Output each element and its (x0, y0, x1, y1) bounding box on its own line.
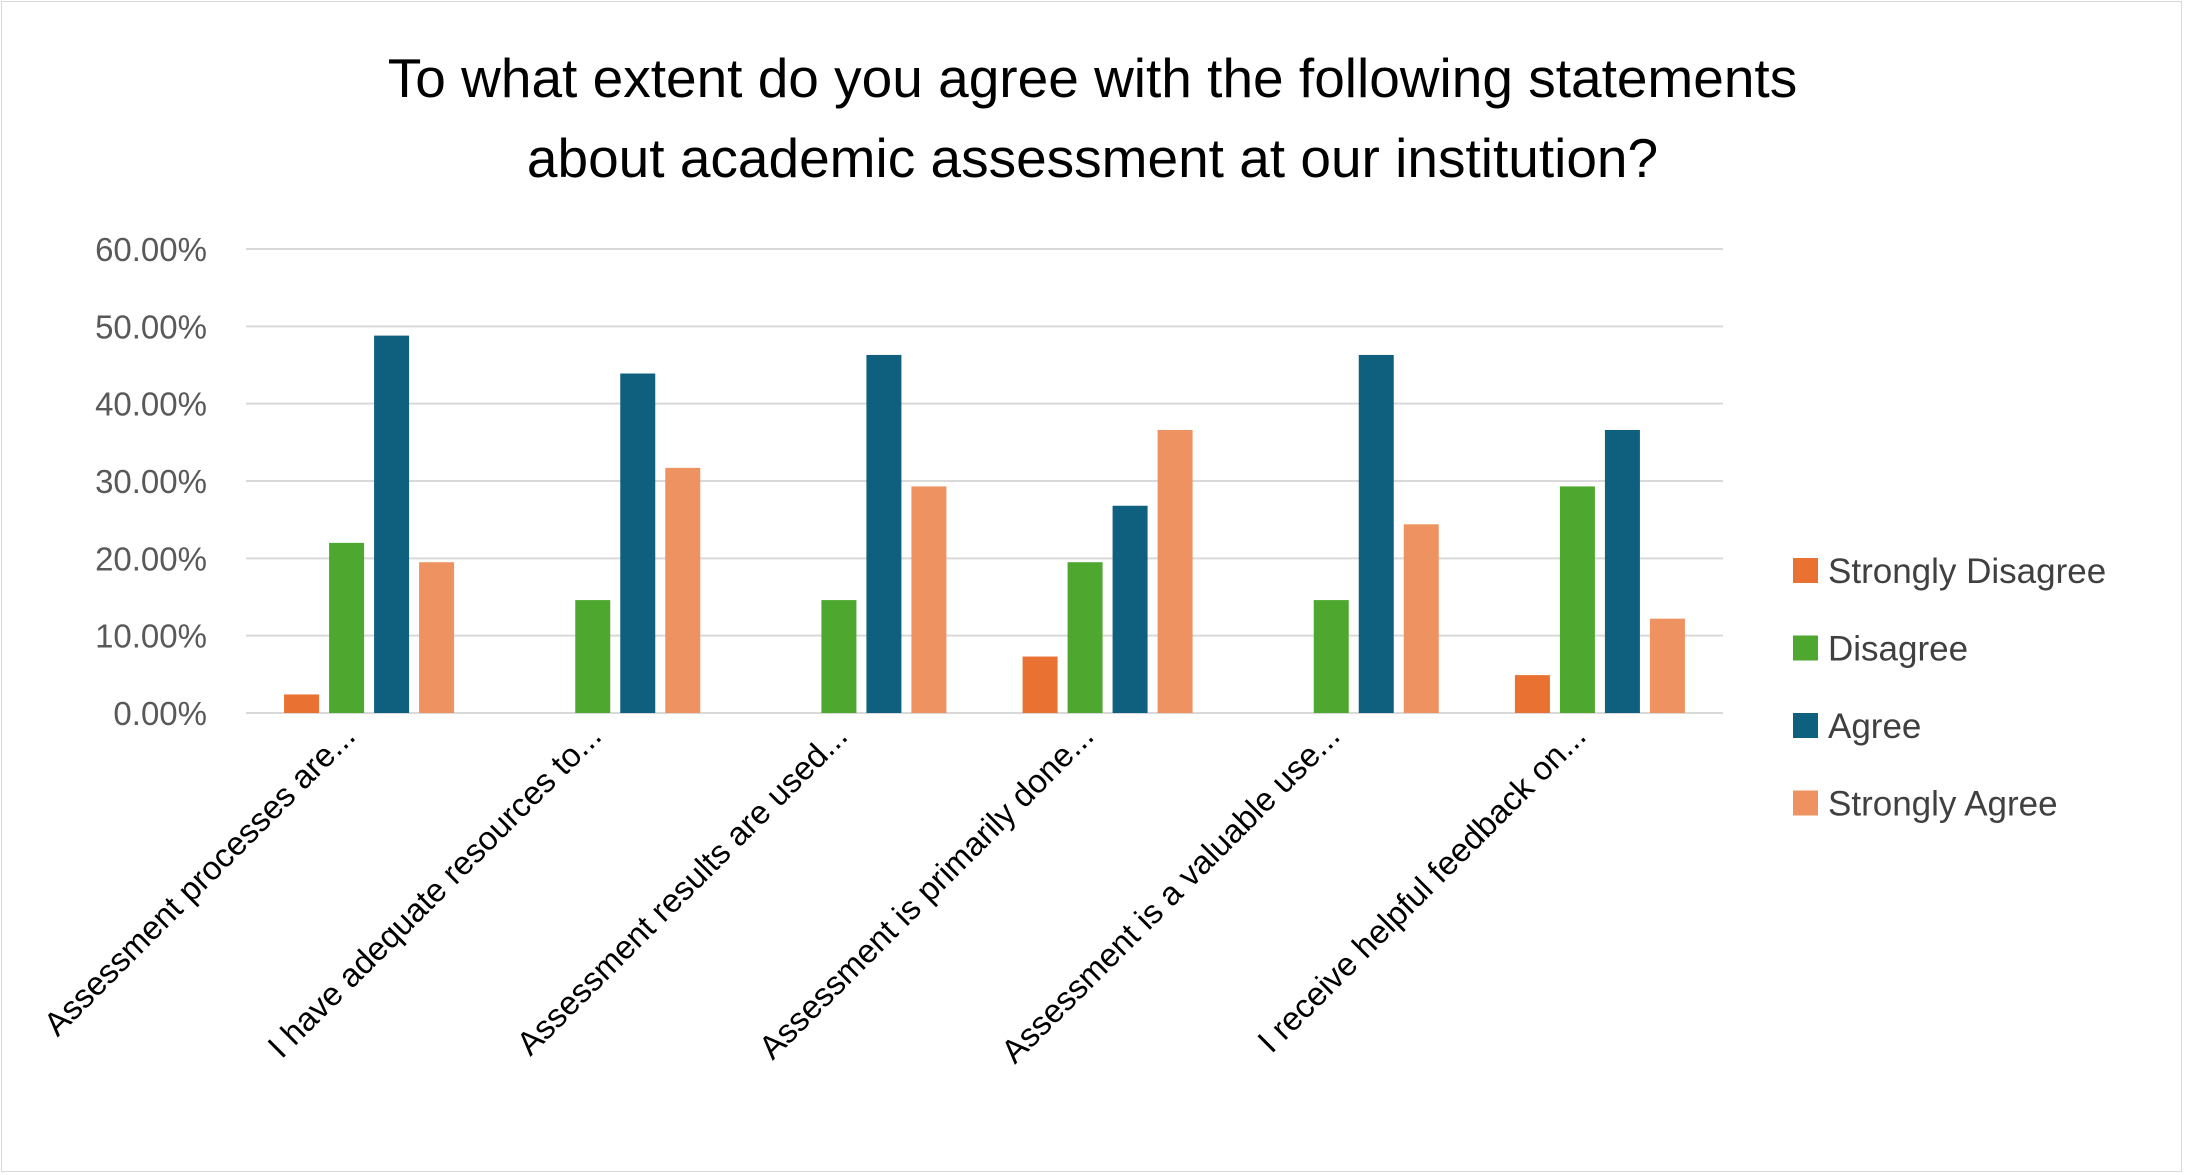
y-tick-label: 0.00% (113, 695, 207, 732)
legend-item: Strongly Disagree (1793, 552, 2106, 591)
bar (1022, 656, 1058, 713)
bar (821, 600, 857, 713)
y-axis-labels: 0.00% 10.00% 20.00% 30.00% 40.00% 50.00% 60.00… (95, 231, 207, 732)
bar (1559, 486, 1595, 713)
bar (665, 467, 701, 713)
bar (1604, 429, 1640, 713)
bar (620, 373, 656, 713)
bar (1403, 524, 1439, 713)
y-tick-label: 30.00% (95, 463, 207, 500)
bar (575, 600, 611, 713)
bar (419, 562, 455, 713)
legend-item: Disagree (1793, 630, 1968, 669)
y-tick-label: 60.00% (95, 231, 207, 268)
y-tick-label: 40.00% (95, 386, 207, 423)
legend-item: Strongly Agree (1793, 785, 2058, 824)
bar (1313, 600, 1349, 713)
legend-label: Strongly Agree (1828, 785, 2058, 824)
gridlines (246, 248, 1723, 714)
legend-item: Agree (1793, 707, 1921, 746)
bar (1514, 675, 1550, 713)
bar (866, 354, 902, 713)
legend-label: Agree (1828, 707, 1921, 746)
bar (1358, 354, 1394, 713)
bar (374, 335, 410, 713)
bar (284, 694, 320, 713)
legend-label: Strongly Disagree (1828, 552, 2106, 591)
chart-title: To what extent do you agree with the fol… (0, 38, 2185, 198)
legend-swatch (1793, 713, 1818, 738)
bar (329, 542, 365, 713)
legend-swatch (1793, 558, 1818, 583)
x-axis-labels: Assessment processes are...I have adequa… (36, 717, 1593, 1070)
bar (1067, 562, 1103, 713)
chart-title-line-1: To what extent do you agree with the fol… (387, 47, 1798, 109)
legend-swatch (1793, 790, 1818, 816)
bar (911, 486, 947, 713)
bars (284, 335, 1685, 713)
bar (1157, 429, 1193, 713)
legend: Strongly Disagree Disagree Agree Strongly A… (1793, 552, 2106, 824)
chart-title-line-2: about academic assessment at our institu… (526, 127, 1659, 189)
legend-swatch (1793, 635, 1818, 661)
bar (1649, 618, 1685, 713)
bar (1112, 505, 1148, 713)
legend-label: Disagree (1828, 630, 1968, 669)
y-tick-label: 20.00% (95, 540, 207, 577)
y-tick-label: 50.00% (95, 308, 207, 345)
y-tick-label: 10.00% (95, 618, 207, 655)
